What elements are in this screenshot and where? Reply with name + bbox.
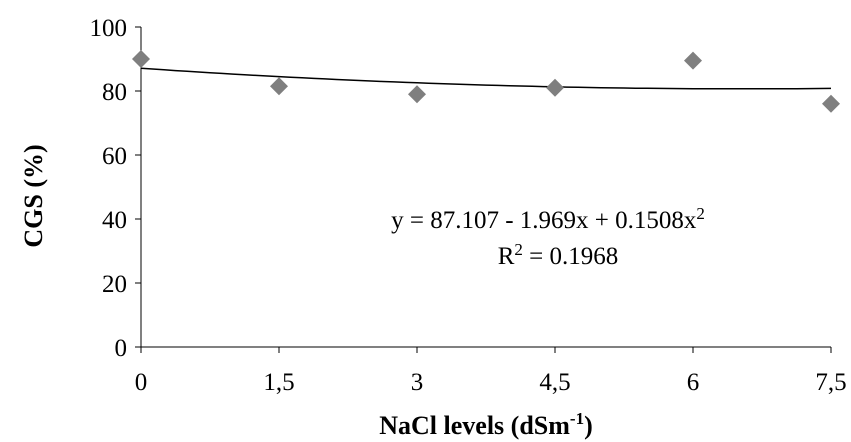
data-point [270,77,288,96]
y-tick-label: 60 [102,143,127,170]
y-tick-label: 0 [115,335,128,362]
y-tick-label: 80 [102,79,127,106]
y-axis-ticks: 0 20 40 60 80 100 [90,15,141,362]
data-points [132,50,840,113]
x-axis-ticks: 0 1,5 3 4,5 6 7,5 [135,347,847,396]
x-tick-label: 1,5 [263,369,294,396]
data-point [408,85,426,104]
trendline-equation: y = 87.107 - 1.969x + 0.1508x2 [391,204,705,234]
x-tick-label: 3 [411,369,424,396]
y-axis-title: CGS (%) [19,144,48,247]
y-tick-label: 40 [102,207,127,234]
y-tick-label: 20 [102,271,127,298]
data-point [822,94,840,113]
data-point [132,50,150,68]
y-tick-label: 100 [90,15,128,42]
data-point [546,78,564,97]
x-tick-label: 0 [135,369,148,396]
data-point [684,51,702,70]
r-squared-label: R2 = 0.1968 [498,240,619,270]
x-tick-label: 7,5 [815,369,846,396]
trendline [140,67,832,90]
x-axis-title: NaCl levels (dSm-1) [379,409,593,440]
x-tick-label: 6 [687,369,700,396]
x-tick-label: 4,5 [539,369,570,396]
